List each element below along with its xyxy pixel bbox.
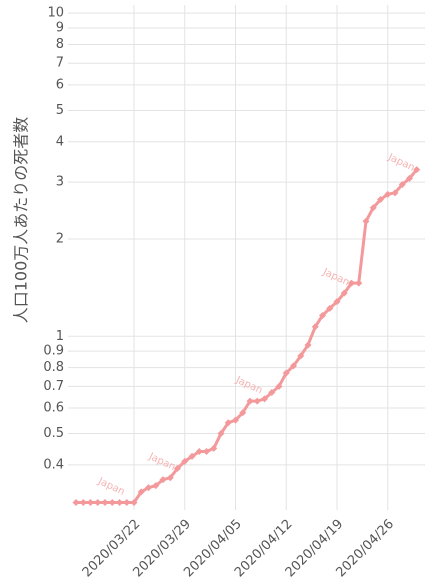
point (253, 397, 261, 405)
y-tick-label: 6 (56, 77, 64, 92)
point (391, 189, 399, 197)
point (137, 488, 145, 496)
point (384, 190, 392, 198)
point (246, 397, 254, 405)
y-tick-label: 0.9 (43, 344, 64, 359)
point (94, 498, 102, 506)
point (232, 416, 239, 424)
point (116, 498, 123, 506)
point (188, 452, 196, 460)
y-tick-label: 10 (47, 6, 64, 21)
point (174, 464, 181, 472)
point (413, 166, 421, 174)
y-tick-label: 0.7 (43, 379, 64, 394)
point (406, 174, 413, 182)
y-axis-label: 人口100万人あたりの死者数 (12, 117, 31, 324)
point (311, 323, 319, 331)
y-tick-label: 0.5 (43, 426, 64, 441)
series-label: Japan (146, 451, 177, 473)
point (166, 474, 174, 482)
y-tick-label: 1 (56, 329, 64, 344)
point (123, 498, 131, 506)
series-label: Japan (95, 476, 126, 498)
point (275, 382, 283, 390)
y-tick-label: 0.6 (43, 400, 64, 415)
y-tick-label: 9 (56, 20, 64, 35)
point (282, 369, 290, 377)
point (261, 395, 268, 403)
y-tick-label: 5 (56, 103, 64, 118)
point (319, 311, 326, 319)
y-tick-label: 7 (56, 56, 64, 71)
point (108, 498, 116, 506)
point (369, 204, 377, 212)
point (326, 304, 334, 312)
point (181, 457, 189, 465)
point (79, 498, 87, 506)
point (145, 484, 152, 492)
point (290, 362, 297, 370)
y-tick-label: 8 (56, 37, 64, 52)
point (377, 196, 384, 204)
point (87, 498, 94, 506)
series-label: Japan (385, 152, 416, 174)
point (355, 279, 363, 287)
point (203, 447, 210, 455)
point (130, 498, 138, 506)
point (268, 388, 276, 396)
point (195, 447, 203, 455)
series-label: Japan (233, 374, 264, 396)
y-tick-label: 3 (56, 175, 64, 190)
point (239, 409, 247, 417)
point (340, 289, 348, 297)
point (348, 279, 355, 287)
point (217, 430, 225, 438)
series-label: Japan (320, 266, 351, 288)
point (398, 180, 406, 188)
y-tick-label: 4 (56, 134, 64, 149)
y-tick-label: 0.4 (43, 457, 64, 472)
point (304, 341, 312, 349)
point (224, 419, 232, 427)
y-tick-label: 0.8 (43, 360, 64, 375)
point (333, 298, 341, 306)
point (152, 482, 160, 490)
point (159, 476, 167, 484)
point (101, 498, 109, 506)
point (362, 217, 370, 225)
point (210, 444, 218, 452)
point (72, 498, 80, 506)
point (297, 352, 305, 360)
y-tick-label: 2 (56, 232, 64, 247)
